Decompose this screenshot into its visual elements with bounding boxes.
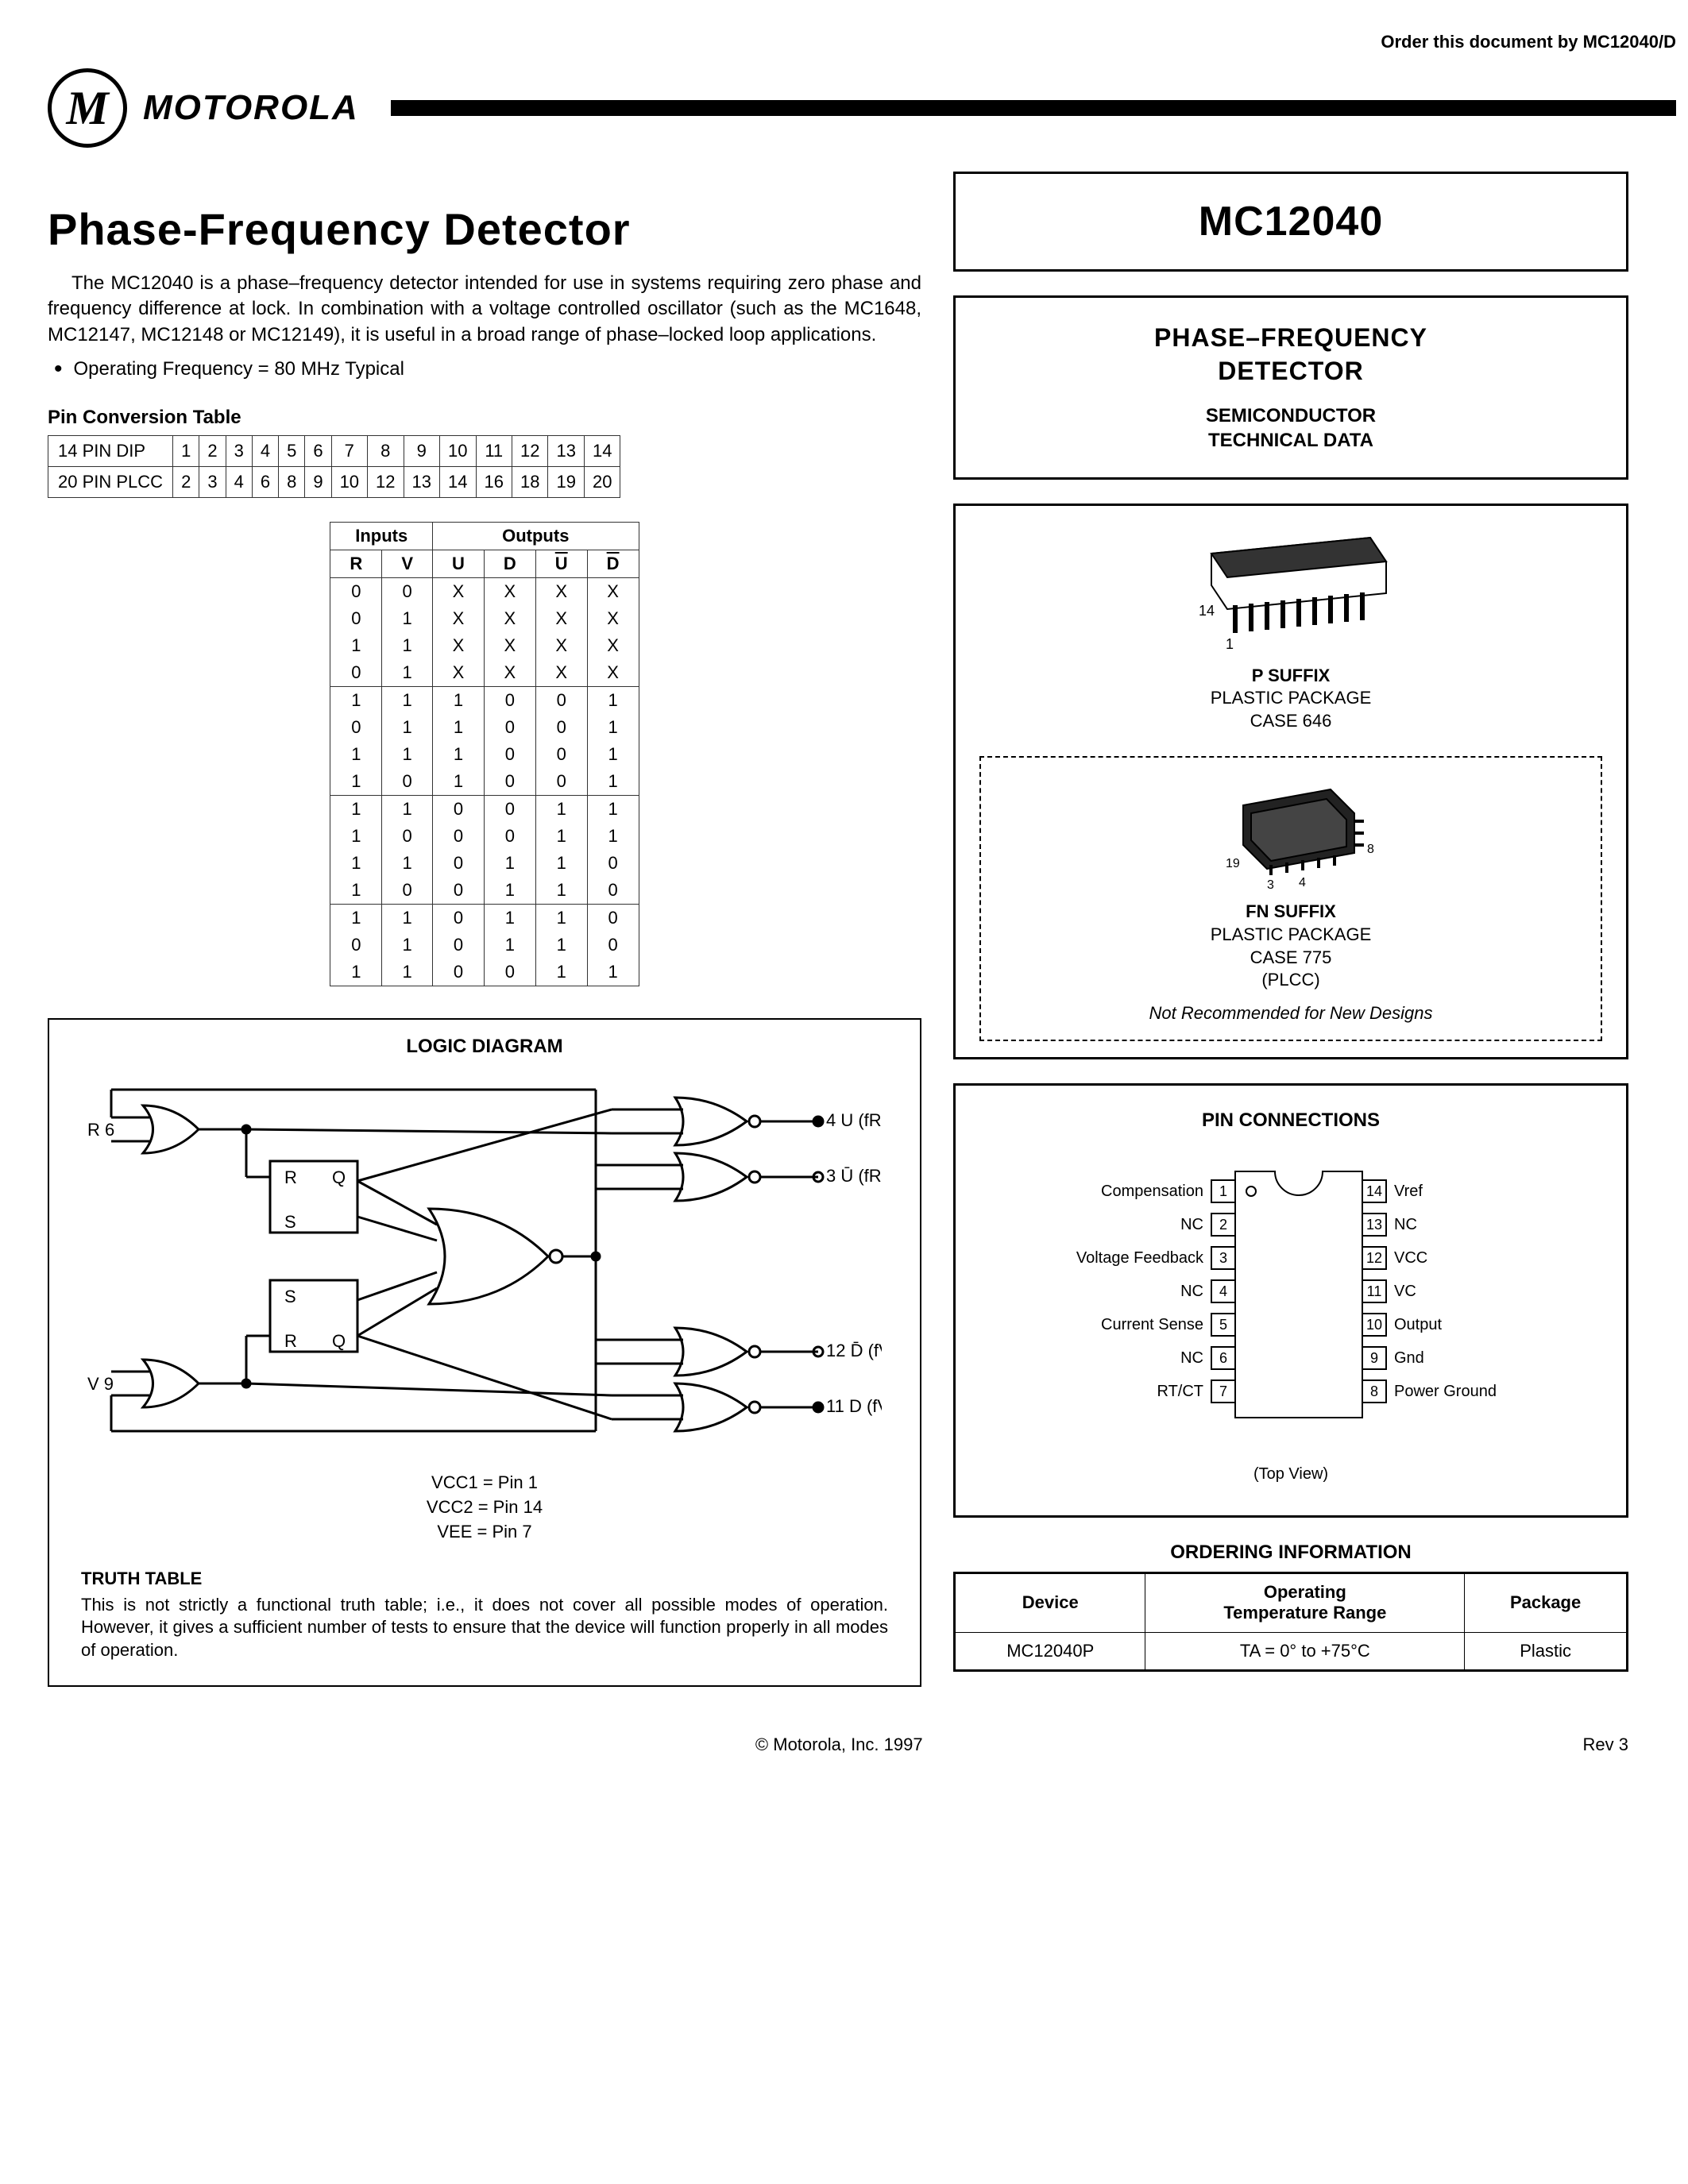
svg-text:4: 4	[1299, 876, 1306, 889]
svg-text:1: 1	[1219, 1183, 1227, 1199]
logic-power-notes: VCC1 = Pin 1 VCC2 = Pin 14 VEE = Pin 7	[65, 1471, 904, 1544]
svg-text:4 U (fR>fV): 4 U (fR>fV)	[826, 1110, 882, 1130]
pin-connections-box: PIN CONNECTIONS 1 Compensation 2 NC 3 Voltage…	[953, 1083, 1628, 1518]
svg-text:S: S	[284, 1287, 296, 1306]
svg-text:14: 14	[1199, 603, 1215, 619]
svg-text:3: 3	[1267, 878, 1274, 892]
plcc-not-recommended-note: Not Recommended for New Designs	[997, 1003, 1585, 1024]
dip-package-label: P SUFFIX PLASTIC PACKAGE CASE 646	[979, 665, 1602, 733]
truth-table: InputsOutputsRVUDUD00XXXX01XXXX11XXXX01X…	[330, 522, 639, 986]
left-column: Phase-Frequency Detector The MC12040 is …	[48, 172, 921, 1687]
operating-frequency-bullet: Operating Frequency = 80 MHz Typical	[48, 356, 921, 383]
package-box: 1 14 P SUFFIX PLASTIC PACKAGE CASE 646	[953, 504, 1628, 1059]
header: M MOTOROLA	[48, 68, 1676, 148]
svg-text:NC: NC	[1180, 1349, 1203, 1367]
svg-text:NC: NC	[1394, 1216, 1417, 1233]
svg-text:6: 6	[1219, 1350, 1227, 1366]
svg-text:14: 14	[1366, 1183, 1382, 1199]
svg-text:Current Sense: Current Sense	[1101, 1316, 1203, 1333]
pinconn-topview: (Top View)	[971, 1465, 1610, 1484]
svg-text:S: S	[284, 1212, 296, 1232]
pin-conversion-table: 14 PIN DIP123456789101112131420 PIN PLCC…	[48, 435, 620, 498]
order-line: Order this document by MC12040/D	[48, 32, 1676, 52]
svg-text:3: 3	[1219, 1250, 1227, 1266]
dip-package-icon: 1 14	[1164, 530, 1418, 657]
svg-text:9: 9	[1370, 1350, 1378, 1366]
copyright: © Motorola, Inc. 1997	[755, 1734, 923, 1755]
svg-text:1: 1	[1226, 636, 1234, 652]
svg-text:Compensation: Compensation	[1101, 1183, 1203, 1200]
datasheet-page: Order this document by MC12040/D M MOTOR…	[0, 0, 1688, 1803]
svg-text:Q: Q	[332, 1167, 346, 1187]
svg-text:8: 8	[1370, 1383, 1378, 1399]
page-footer: © Motorola, Inc. 1997 Rev 3	[48, 1734, 1676, 1755]
part-number-box: MC12040	[953, 172, 1628, 272]
right-column: MC12040 PHASE–FREQUENCY DETECTOR SEMICON…	[953, 172, 1628, 1687]
logic-diagram-title: LOGIC DIAGRAM	[65, 1036, 904, 1058]
svg-text:R: R	[284, 1167, 297, 1187]
svg-text:VCC: VCC	[1394, 1249, 1427, 1267]
svg-text:VC: VC	[1394, 1283, 1416, 1300]
svg-text:Vref: Vref	[1394, 1183, 1423, 1200]
main-title: Phase-Frequency Detector	[48, 203, 921, 255]
svg-text:3 Ū (fR>fV): 3 Ū (fR>fV)	[826, 1166, 882, 1186]
svg-text:10: 10	[1366, 1317, 1382, 1333]
svg-text:13: 13	[1366, 1217, 1382, 1233]
svg-text:NC: NC	[1180, 1216, 1203, 1233]
svg-text:V 9: V 9	[87, 1374, 114, 1394]
header-rule	[391, 100, 1676, 116]
pin-connections-title: PIN CONNECTIONS	[971, 1109, 1610, 1132]
logic-diagram-box: LOGIC DIAGRAM	[48, 1018, 921, 1687]
svg-text:Voltage Feedback: Voltage Feedback	[1076, 1249, 1204, 1267]
svg-text:19: 19	[1226, 857, 1240, 870]
plcc-package-section: 19 3 4 8 FN SUFFIX PLASTIC PACKAGE CASE …	[979, 756, 1602, 1040]
ordering-info-title: ORDERING INFORMATION	[953, 1542, 1628, 1564]
svg-text:NC: NC	[1180, 1283, 1203, 1300]
pin-connections-diagram: 1 Compensation 2 NC 3 Voltage Feedback 4 NC 5 Cur…	[989, 1156, 1593, 1457]
svg-text:Q: Q	[332, 1331, 346, 1351]
svg-text:11: 11	[1367, 1283, 1382, 1299]
svg-text:7: 7	[1219, 1383, 1227, 1399]
svg-text:RT/CT: RT/CT	[1157, 1383, 1203, 1400]
intro-paragraph: The MC12040 is a phase–frequency detecto…	[48, 271, 921, 348]
svg-text:R: R	[284, 1331, 297, 1351]
truth-table-label: TRUTH TABLE	[81, 1569, 904, 1589]
svg-text:11 D (fV>fR): 11 D (fV>fR)	[826, 1396, 882, 1416]
svg-text:Power Ground: Power Ground	[1394, 1383, 1497, 1400]
revision: Rev 3	[1583, 1734, 1628, 1755]
truth-table-note: This is not strictly a functional truth …	[81, 1594, 888, 1662]
svg-text:Gnd: Gnd	[1394, 1349, 1424, 1367]
motorola-logo-icon: M	[48, 68, 127, 148]
svg-text:4: 4	[1219, 1283, 1227, 1299]
pinconv-label: Pin Conversion Table	[48, 407, 921, 429]
part-number: MC12040	[979, 198, 1602, 245]
plcc-package-icon: 19 3 4 8	[1196, 774, 1386, 893]
svg-text:R 6: R 6	[87, 1120, 114, 1140]
logic-diagram-svg: R 6 V 9 R Q S S R Q 4 U (fR>fV) 3 Ū (fR>fV…	[87, 1074, 882, 1455]
plcc-package-label: FN SUFFIX PLASTIC PACKAGE CASE 775 (PLCC…	[997, 901, 1585, 991]
svg-text:5: 5	[1219, 1317, 1227, 1333]
category-box: PHASE–FREQUENCY DETECTOR SEMICONDUCTOR T…	[953, 295, 1628, 480]
svg-text:8: 8	[1367, 843, 1374, 856]
svg-text:Output: Output	[1394, 1316, 1442, 1333]
brand-name: MOTOROLA	[143, 88, 359, 128]
svg-text:12: 12	[1366, 1250, 1382, 1266]
ordering-info-table: Device OperatingTemperature Range Packag…	[953, 1572, 1628, 1672]
svg-text:12 D̄ (fV>fR): 12 D̄ (fV>fR)	[826, 1341, 882, 1360]
svg-text:2: 2	[1219, 1217, 1227, 1233]
